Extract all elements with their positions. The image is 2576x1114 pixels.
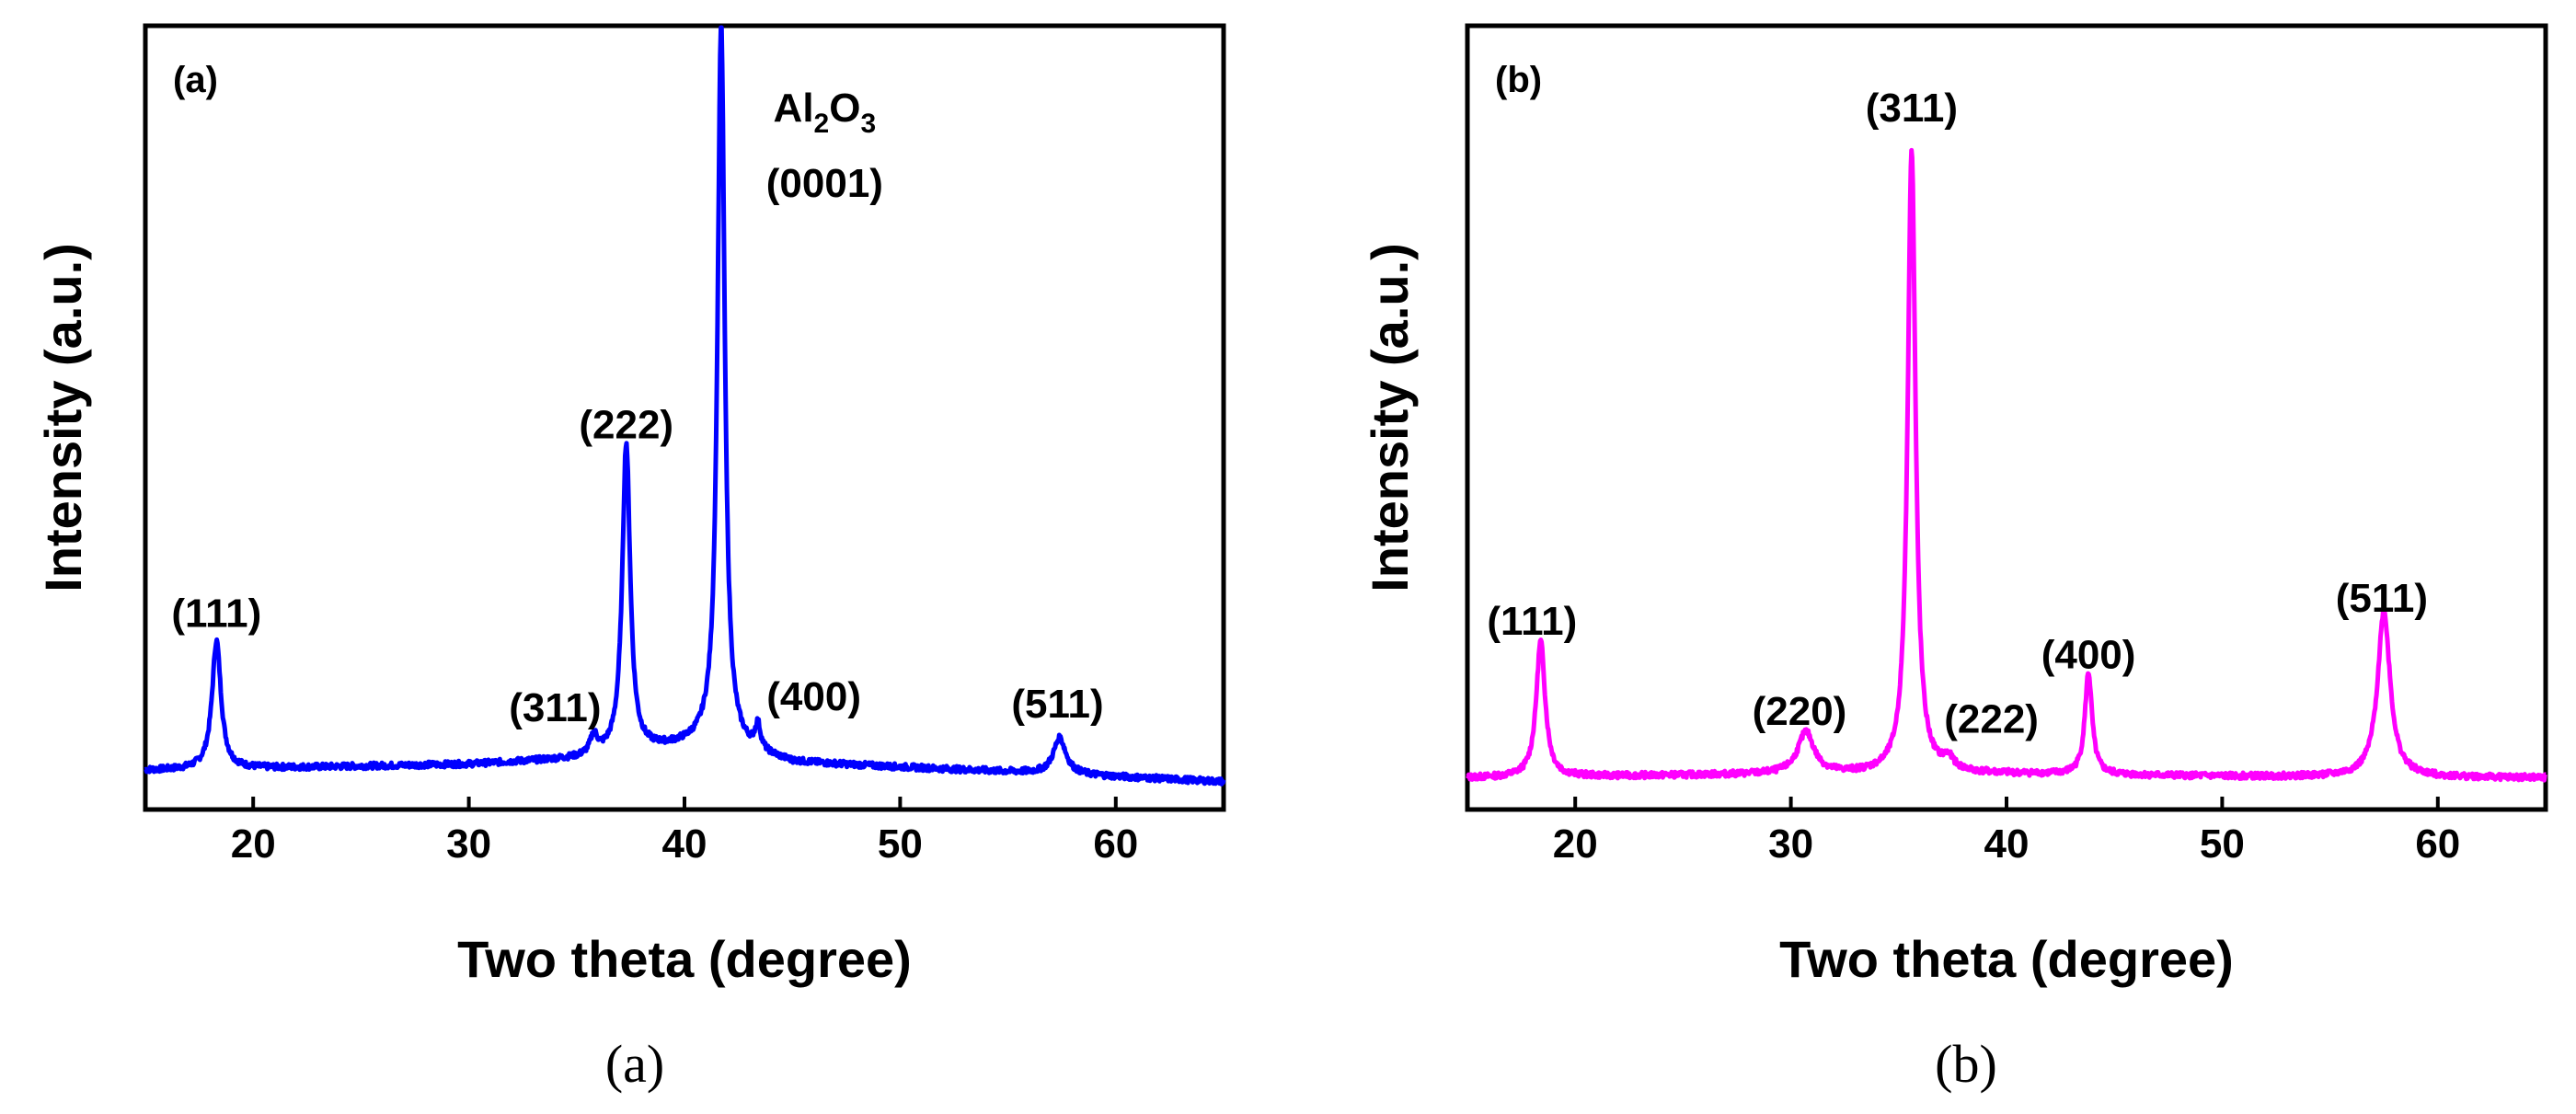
x-tick-label: 30 [446,821,491,867]
x-tick-label: 20 [231,821,276,867]
x-tick-label: 20 [1553,821,1598,867]
peak-label: (222) [1944,696,2039,741]
x-tick-label: 40 [662,821,707,867]
x-tick-label: 60 [1093,821,1138,867]
x-axis-title: Two theta (degree) [457,930,912,988]
peak-label: (311) [1866,86,1958,131]
x-tick-label: 50 [878,821,923,867]
y-axis-title: Intensity (a.u.) [34,243,92,592]
x-tick-label: 30 [1768,821,1813,867]
peak-label: (220) [1753,689,1847,734]
peak-label: (111) [1487,599,1577,644]
panel-caption: (a) [605,1034,664,1094]
x-tick-label: 50 [2200,821,2245,867]
peak-label: (311) [509,685,601,730]
substrate-label: Al2O3 [774,86,877,139]
peak-label: (222) [579,403,673,448]
x-tick-label: 40 [1984,821,2030,867]
xrd-series-line [1466,147,2547,783]
peak-label: (111) [171,591,261,637]
peak-label: (400) [766,674,861,719]
panel-tag: (b) [1495,60,1542,100]
x-tick-label: 60 [2415,821,2460,867]
x-axis-title: Two theta (degree) [1779,930,2234,988]
peak-annotations: (111) (311) (222) (400) (511) (0001) [171,161,1103,730]
substrate-mid: O [829,86,860,131]
peak-label: (400) [2041,633,2136,678]
substrate-sub-2: 3 [860,109,876,139]
x-ticks [1573,797,2440,810]
panel-tag: (a) [173,60,218,100]
x-ticks [251,797,1118,810]
peak-label: (511) [1011,682,1103,727]
xrd-series-line [144,25,1226,787]
peak-annotations: (111) (220) (311) (222)(400) (511) [1487,86,2428,741]
panel-caption: (b) [1935,1034,1997,1094]
panel-a: (a) 20 30 40 50 60 (111) (311) (222) (400) (511)… [34,23,1226,1094]
y-axis-title: Intensity (a.u.) [1361,243,1419,592]
peak-label: (511) [2336,576,2428,621]
plot-frame [1465,23,2548,812]
x-tick-labels: 20 30 40 50 60 [231,821,1139,867]
substrate-sub-1: 2 [814,109,830,139]
substrate-base: Al [774,86,814,131]
peak-label: (0001) [766,161,883,206]
x-tick-labels: 20 30 40 50 60 [1553,821,2461,867]
panel-b: (b) 20 30 40 50 60 (111) (220) (311) (222)(400)… [1361,23,2548,1094]
